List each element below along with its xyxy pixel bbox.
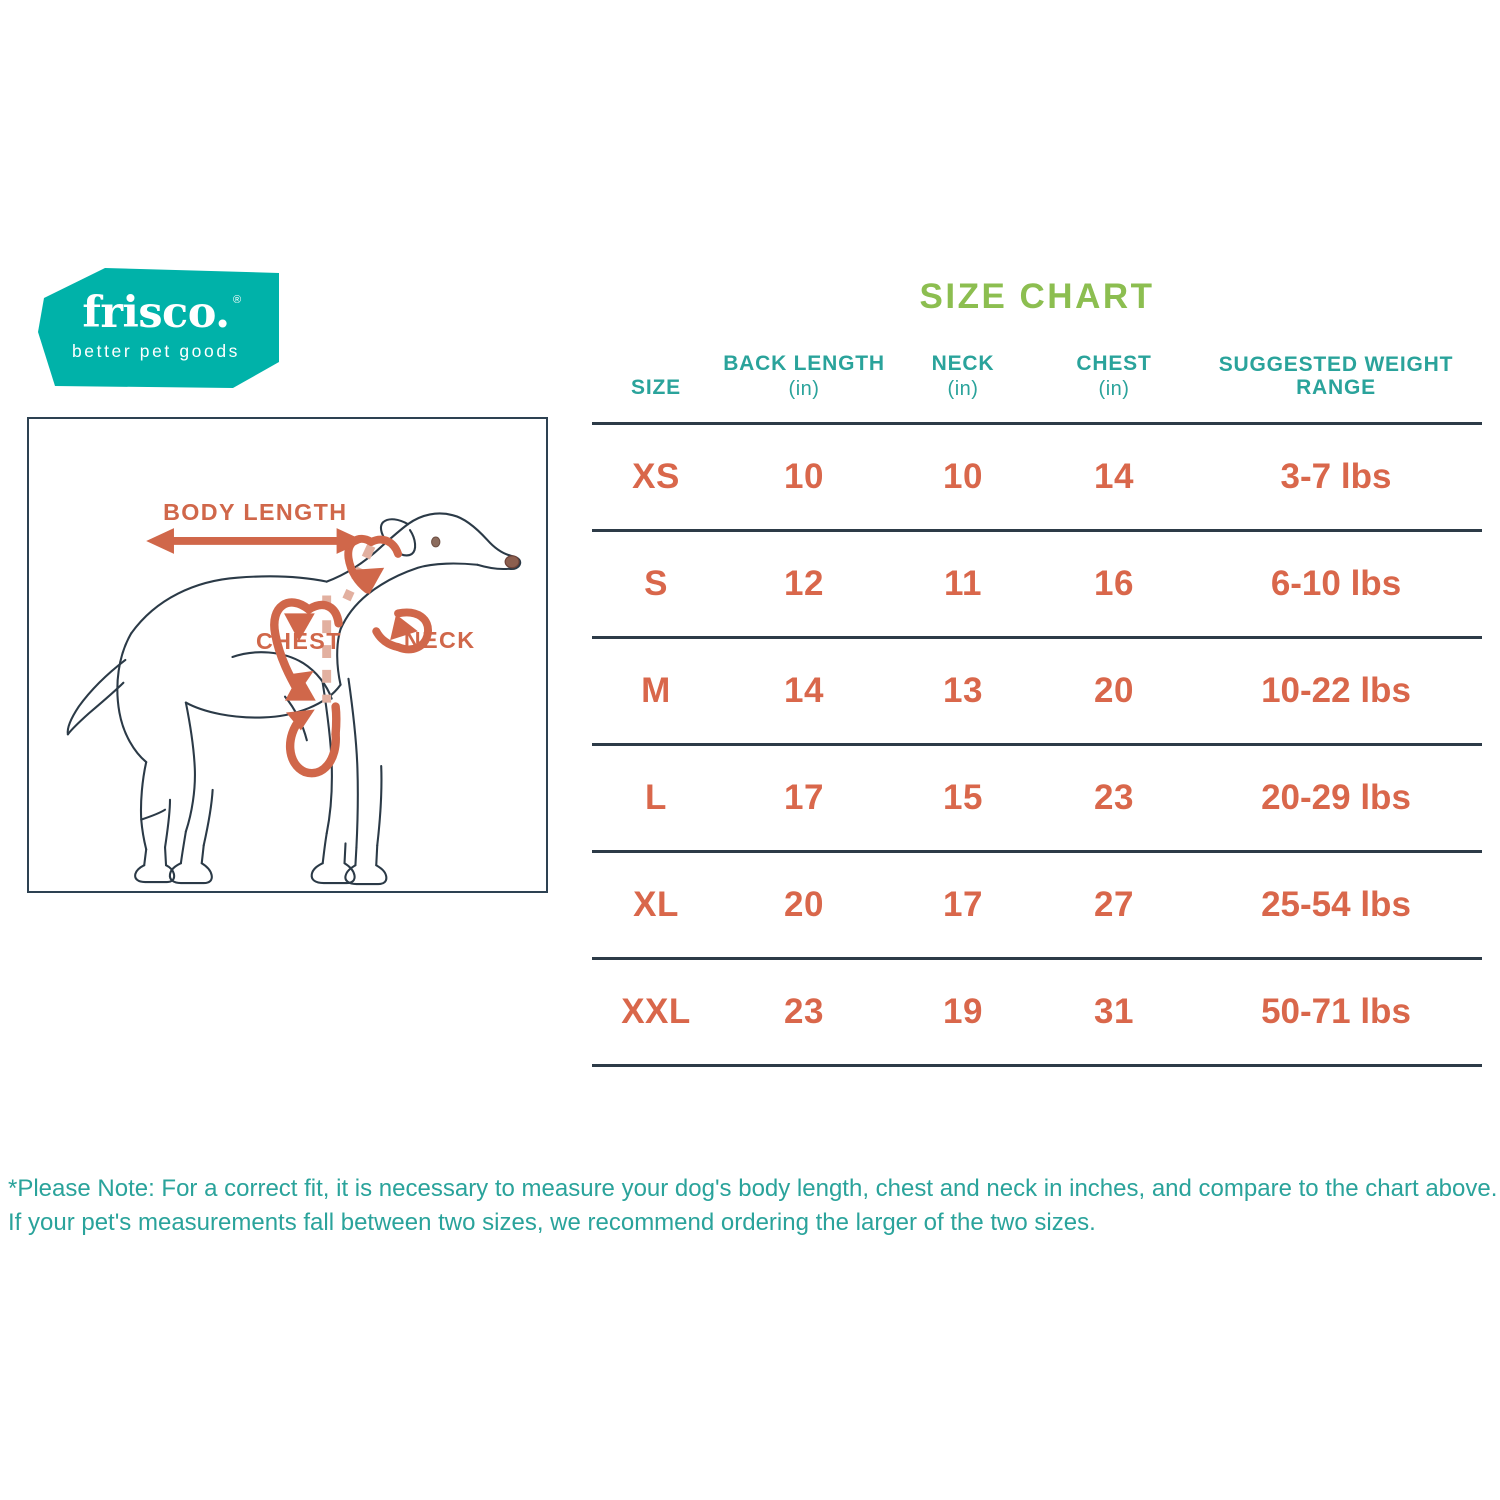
column-header-chest-unit: (in) [1098,377,1130,400]
column-header-neck-unit: (in) [947,377,979,400]
neck-cell: 11 [888,530,1038,639]
size-cell: XS [592,423,720,532]
neck-label: NECK [404,627,476,653]
size-cell: S [592,530,720,639]
measurement-diagram-panel: BODY LENGTH CHEST NECK [27,417,548,893]
neck-cell: 10 [888,423,1038,532]
size-cell: M [592,637,720,746]
dog-outline [66,512,522,886]
column-header-chest-label: CHEST [1076,352,1152,375]
table-row: XXL 23 19 31 50-71 lbs [592,958,1482,1067]
body-length-arrow [146,528,365,554]
back-length-cell: 23 [720,958,888,1067]
column-header-back-length-unit: (in) [788,377,820,400]
footnote-text: Please Note: For a correct fit, it is ne… [8,1175,1498,1237]
weight-range-cell: 20-29 lbs [1190,744,1482,853]
weight-range-cell: 10-22 lbs [1190,637,1482,746]
column-header-weight-range: SUGGESTED WEIGHT RANGE [1190,352,1482,425]
neck-measurement-loop [344,534,432,654]
weight-range-cell: 25-54 lbs [1190,851,1482,960]
chest-cell: 14 [1038,423,1190,532]
back-length-cell: 20 [720,851,888,960]
chest-cell: 16 [1038,530,1190,639]
column-header-back-length-label: BACK LENGTH [723,352,885,375]
body-length-label: BODY LENGTH [163,499,347,525]
column-header-weight-range-label: SUGGESTED WEIGHT RANGE [1218,352,1454,400]
frisco-logo: frisco. ® better pet goods [33,268,279,388]
footnote-note: *Please Note: For a correct fit, it is n… [8,1172,1498,1240]
chest-cell: 31 [1038,958,1190,1067]
chest-arrow-up [285,672,316,701]
size-cell: XL [592,851,720,960]
weight-range-cell: 50-71 lbs [1190,958,1482,1067]
column-header-back-length: BACK LENGTH (in) [720,352,888,425]
chest-arrow-down [284,613,315,642]
table-row: M 14 13 20 10-22 lbs [592,637,1482,746]
back-length-cell: 17 [720,744,888,853]
column-header-size-label: SIZE [631,376,681,400]
weight-range-cell: 6-10 lbs [1190,530,1482,639]
back-length-cell: 14 [720,637,888,746]
size-cell: XXL [592,958,720,1067]
column-header-chest: CHEST (in) [1038,352,1190,425]
neck-cell: 19 [888,958,1038,1067]
chest-label: CHEST [256,628,342,654]
chest-cell: 23 [1038,744,1190,853]
back-length-cell: 12 [720,530,888,639]
column-header-neck-label: NECK [931,352,995,375]
neck-cell: 13 [888,637,1038,746]
chest-cell: 20 [1038,637,1190,746]
table-header-row: SIZE BACK LENGTH (in) NECK (in) CHEST (i… [592,352,1482,425]
table-row: XS 10 10 14 3-7 lbs [592,423,1482,532]
chest-cell: 27 [1038,851,1190,960]
logo-banner-shape [38,268,279,388]
column-header-neck: NECK (in) [888,352,1038,425]
table-row: L 17 15 23 20-29 lbs [592,744,1482,853]
size-chart-title: SIZE CHART [919,277,1155,316]
size-cell: L [592,744,720,853]
weight-range-cell: 3-7 lbs [1190,423,1482,532]
back-length-cell: 10 [720,423,888,532]
neck-cell: 15 [888,744,1038,853]
table-row: XL 20 17 27 25-54 lbs [592,851,1482,960]
column-header-size: SIZE [592,352,720,425]
size-chart-table: SIZE BACK LENGTH (in) NECK (in) CHEST (i… [592,352,1482,1067]
footnote-asterisk: * [8,1175,18,1202]
table-row: S 12 11 16 6-10 lbs [592,530,1482,639]
neck-cell: 17 [888,851,1038,960]
dog-measurement-illustration: BODY LENGTH CHEST NECK [66,499,522,886]
